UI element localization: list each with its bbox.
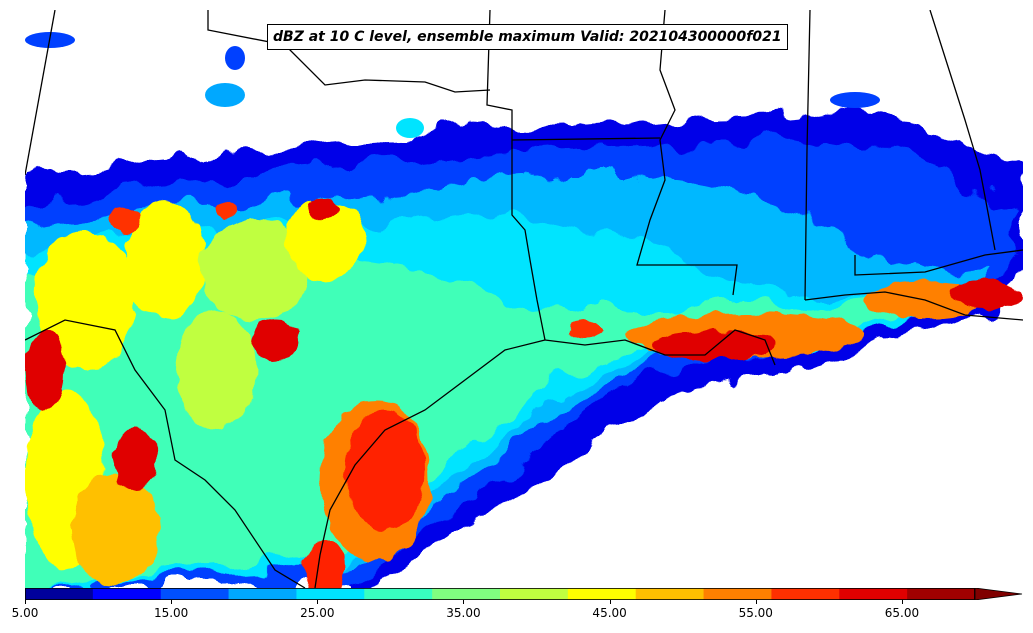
colorbar-tick-mark [901, 600, 903, 604]
echo-north [225, 46, 245, 70]
state-border-texas-mexico [25, 319, 306, 588]
colorbar-tick-mark [25, 600, 26, 604]
cell-yellow [285, 200, 365, 280]
colorbar-tick-label: 15.00 [153, 606, 189, 620]
cell-red [567, 322, 603, 338]
state-border-oklahoma [207, 10, 491, 93]
state-border-alabama-georgia [929, 10, 996, 251]
colorbar-segment [703, 588, 772, 600]
cell-yellow [125, 200, 205, 320]
cell-orange [70, 475, 160, 585]
echo-north [205, 83, 245, 107]
colorbar-tick-label: 25.00 [300, 606, 335, 620]
colorbar-segment [635, 588, 705, 600]
colorbar-segment [567, 588, 637, 600]
colorbar-tick-label: 45.00 [592, 606, 627, 620]
reflectivity-field [25, 110, 1023, 588]
colorbar-segment [907, 588, 976, 600]
colorbar-segment [500, 588, 569, 600]
state-border-florida [854, 249, 1023, 276]
cell-red [25, 330, 65, 410]
convective-cells [25, 198, 1020, 588]
coastline-louisiana [544, 329, 776, 366]
colorbar-tick-mark [609, 600, 611, 604]
colorbar-tick-label: 35.00 [446, 606, 481, 620]
cell-red [345, 410, 425, 530]
colorbar-tick-label: 65.00 [884, 606, 920, 620]
coastline-gulf-east [804, 291, 1023, 321]
colorbar-tick-label: 55.00 [738, 606, 773, 620]
cell-yellow [175, 310, 255, 430]
colorbar-segment [364, 588, 433, 600]
colorbar-segment [296, 588, 365, 600]
cell-red [310, 198, 340, 222]
colorbar-tick-mark [755, 600, 757, 604]
state-border-ar-la [511, 137, 661, 141]
cell-red [250, 320, 300, 360]
colorbar-tick-mark [171, 600, 173, 604]
colorbar-segment [771, 588, 840, 600]
colorbar-segment [839, 588, 908, 600]
colorbar-segment [92, 588, 162, 600]
colorbar-tick-mark [463, 600, 465, 604]
map-panel: dBZ at 10 C level, ensemble maximum Vali… [25, 10, 1023, 588]
colorbar-tick-mark [317, 600, 319, 604]
state-border-mississippi-alabama [804, 10, 811, 301]
colorbar-segment [432, 588, 501, 600]
cell-red [950, 281, 1020, 309]
state-border-texas-louisiana [511, 140, 546, 341]
echo-north [396, 118, 424, 138]
map-title: dBZ at 10 C level, ensemble maximum Vali… [267, 24, 788, 50]
state-border-west [25, 10, 56, 176]
cell-red [113, 430, 157, 490]
colorbar-segment [25, 588, 94, 600]
cell-red [305, 540, 345, 588]
cell-red [110, 208, 140, 232]
cell-red [213, 200, 237, 220]
state-border-arkansas-west [486, 10, 513, 140]
cell-red [655, 331, 775, 359]
colorbar [25, 588, 1023, 600]
state-border-mississippi-river [636, 10, 738, 296]
colorbar-segment [228, 588, 297, 600]
coastline-texas [314, 339, 546, 588]
colorbar-segment [160, 588, 230, 600]
cell-yellow [35, 230, 135, 370]
reflectivity-map [25, 10, 1023, 588]
colorbar-tick-label: 5.00 [11, 606, 39, 620]
colorbar-border [25, 588, 975, 600]
echo-north [830, 92, 880, 108]
colorbar-extend-arrow [974, 588, 1023, 600]
boundaries [25, 10, 1023, 588]
cell-yellow [200, 220, 310, 320]
